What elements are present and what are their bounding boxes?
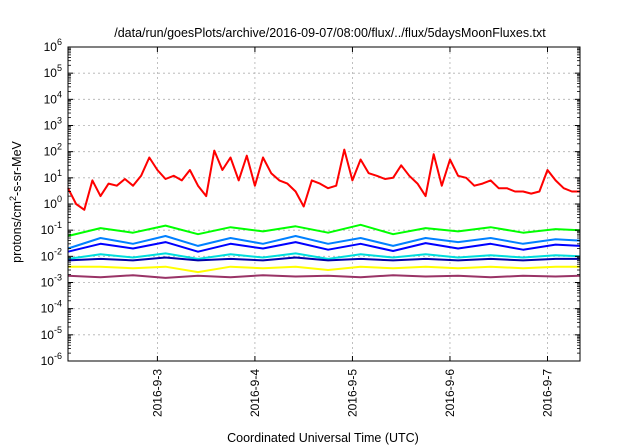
y-tick-label: 105 (44, 63, 62, 80)
y-tick-exp: -1 (54, 220, 62, 230)
y-tick-base: 10 (44, 197, 58, 211)
y-tick-exp: -5 (54, 325, 62, 335)
y-tick-base: 10 (44, 119, 58, 133)
y-tick-exp: -6 (54, 351, 62, 361)
y-tick-exp: -2 (54, 246, 62, 256)
y-tick-base: 10 (41, 354, 55, 368)
y-tick-exp: -4 (54, 299, 62, 309)
y-tick-exp: 1 (57, 168, 62, 178)
y-tick-label: 10-5 (41, 325, 62, 342)
y-tick-base: 10 (41, 223, 55, 237)
y-tick-base: 10 (41, 328, 55, 342)
series-line-4 (67, 241, 581, 253)
series-layer (67, 148, 581, 279)
y-tick-base: 10 (44, 171, 58, 185)
y-tick-label: 106 (44, 37, 62, 54)
series-line-8 (67, 274, 581, 279)
y-tick-base: 10 (41, 249, 55, 263)
y-tick-base: 10 (44, 40, 58, 54)
x-tick-label: 2016-9-5 (345, 369, 359, 417)
x-axis-label: Coordinated Universal Time (UTC) (227, 431, 419, 445)
y-tick-label: 10-6 (41, 351, 62, 368)
y-tick-label: 10-4 (41, 299, 62, 316)
series-line-5 (67, 252, 581, 260)
y-tick-exp: 6 (57, 37, 62, 47)
ticks (68, 46, 580, 362)
y-axis-label-main: protons/cm (10, 201, 24, 263)
y-tick-base: 10 (44, 66, 58, 80)
x-tick-label: 2016-9-6 (443, 369, 457, 417)
x-tick-label: 2016-9-4 (248, 369, 262, 417)
y-tick-base: 10 (44, 145, 58, 159)
y-tick-base: 10 (41, 302, 55, 316)
series-line-3 (67, 235, 581, 250)
series-line-2 (67, 223, 581, 237)
y-tick-exp: 0 (57, 194, 62, 204)
y-tick-label: 10-2 (41, 246, 62, 263)
grid (68, 47, 580, 361)
y-tick-exp: 2 (57, 142, 62, 152)
y-tick-label: 10-1 (41, 220, 62, 237)
y-tick-label: 103 (44, 116, 62, 133)
x-tick-labels: 2016-9-3 2016-9-4 2016-9-5 2016-9-6 2016-9-7 (150, 369, 554, 417)
y-tick-exp: 4 (57, 89, 62, 99)
series-line-6 (67, 256, 580, 262)
y-tick-exp: -3 (54, 273, 62, 283)
x-tick-label: 2016-9-3 (150, 369, 164, 417)
y-axis-label-rest: -s-sr-MeV (10, 140, 24, 196)
chart-title: /data/run/goesPlots/archive/2016-09-07/0… (114, 26, 546, 40)
y-tick-base: 10 (44, 92, 58, 106)
y-tick-label: 102 (44, 142, 62, 159)
x-tick-label: 2016-9-7 (540, 369, 554, 417)
y-tick-label: 100 (44, 194, 62, 211)
series-line-1 (67, 148, 580, 211)
y-tick-base: 10 (41, 276, 55, 290)
y-tick-exp: 3 (57, 116, 62, 126)
y-tick-label: 10-3 (41, 273, 62, 290)
y-tick-exp: 5 (57, 63, 62, 73)
y-tick-labels: 10-610-510-410-310-210-11001011021031041… (41, 37, 62, 368)
y-tick-label: 104 (44, 89, 62, 106)
series-line-7 (68, 265, 580, 274)
y-axis-label-sup: 2 (8, 196, 18, 201)
y-tick-label: 101 (44, 168, 62, 185)
y-axis-label: protons/cm2-s-sr-MeV (8, 140, 24, 262)
